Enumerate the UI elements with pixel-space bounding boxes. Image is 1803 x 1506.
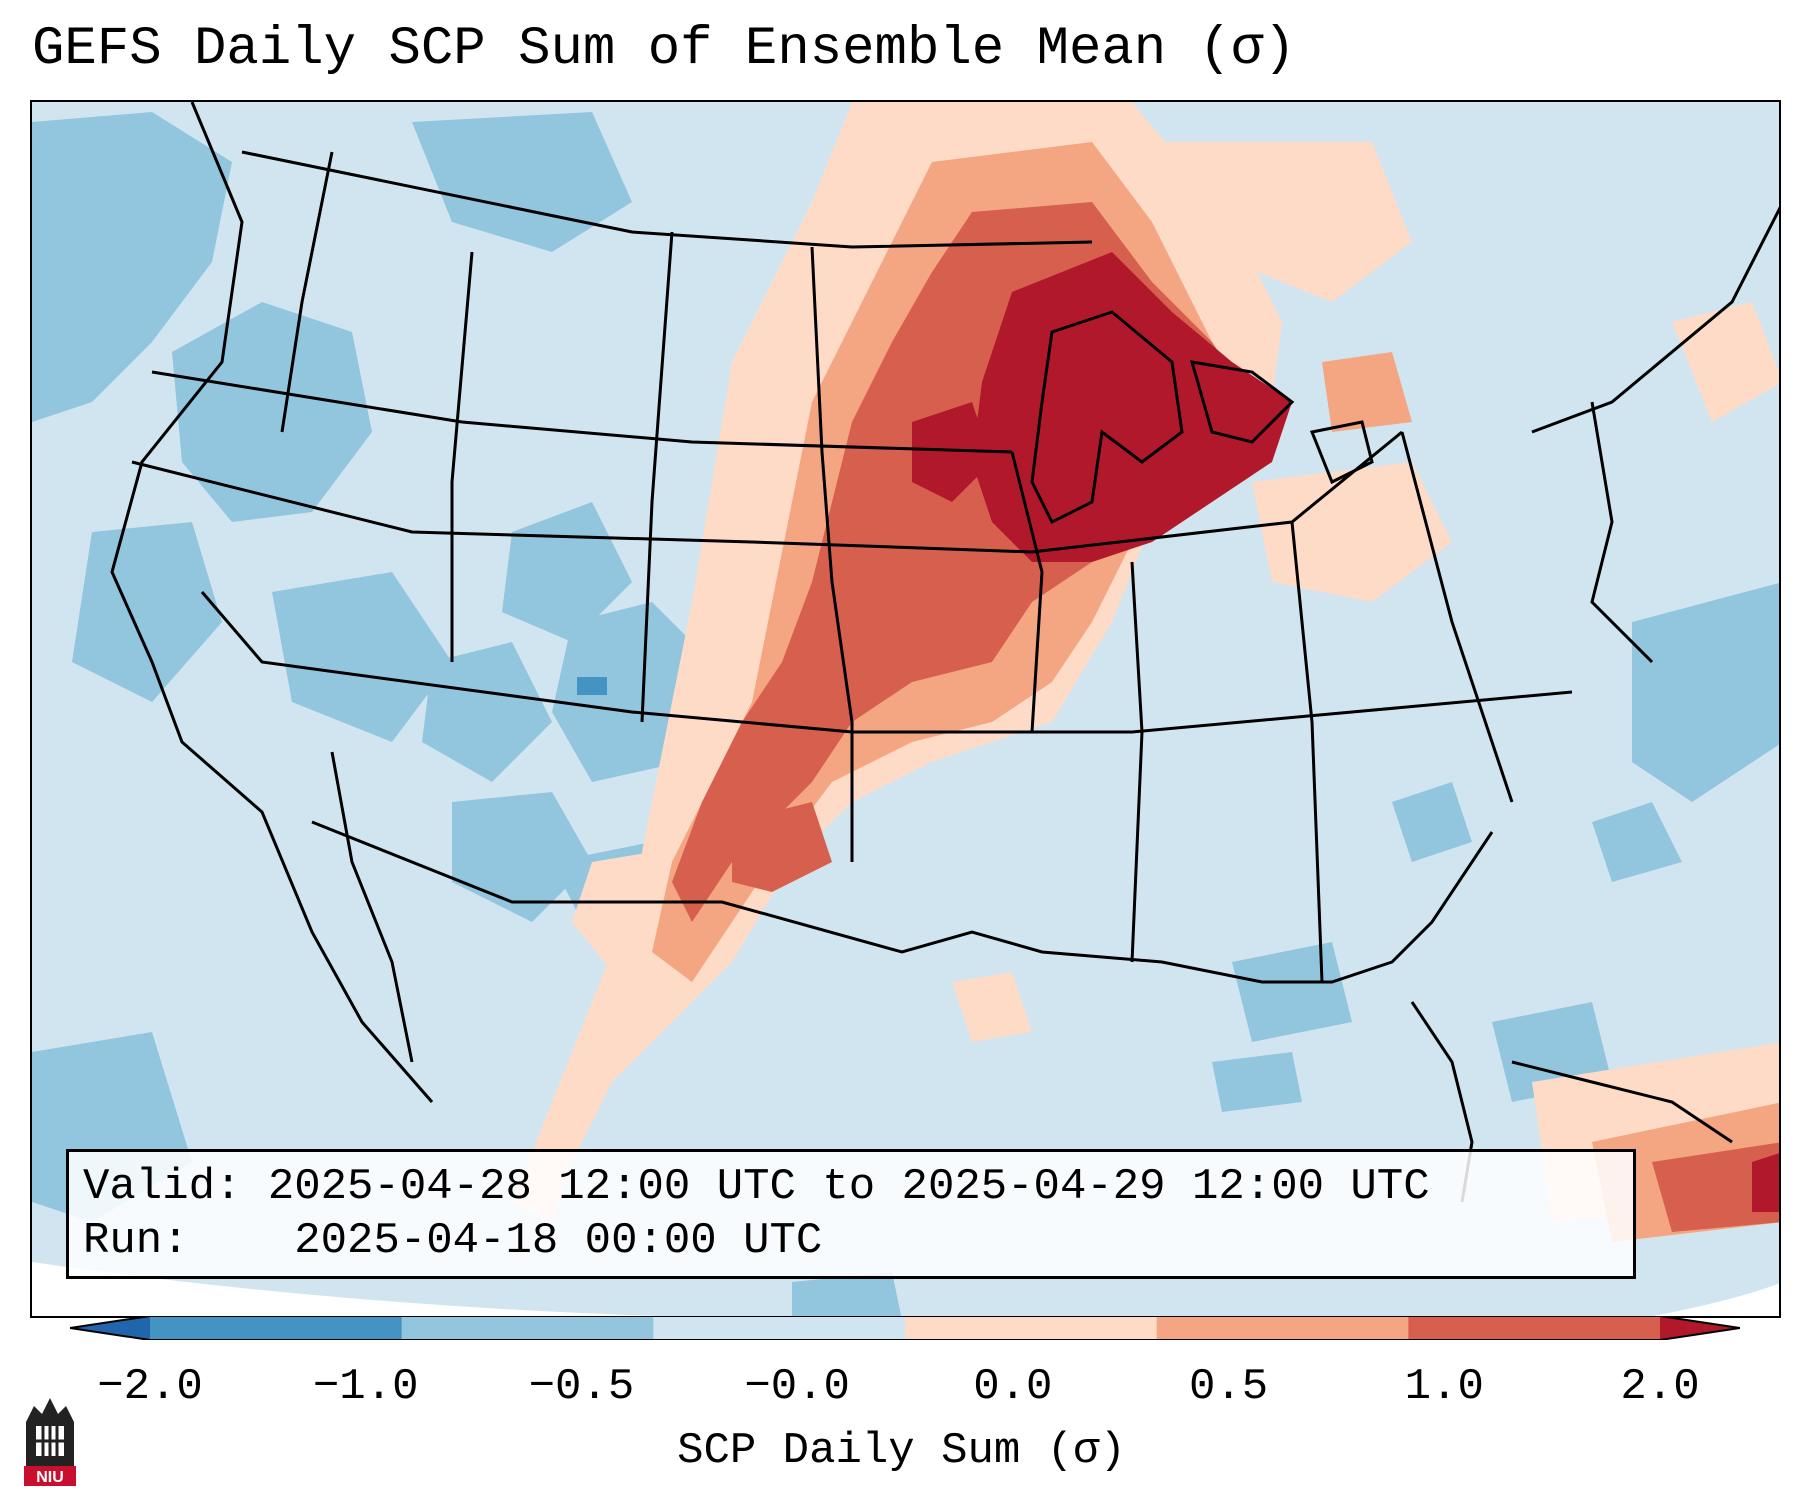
colorbar-label: SCP Daily Sum (σ) bbox=[677, 1426, 1126, 1476]
valid-time-text: Valid: 2025-04-28 12:00 UTC to 2025-04-2… bbox=[83, 1162, 1430, 1212]
map-panel bbox=[30, 100, 1781, 1318]
colorbar-tick-label: 1.0 bbox=[1404, 1362, 1484, 1412]
colorbar-bins bbox=[150, 1316, 1661, 1340]
colorbar-tick-label: 0.5 bbox=[1188, 1362, 1269, 1412]
map-title: GEFS Daily SCP Sum of Ensemble Mean (σ) bbox=[32, 19, 1296, 80]
validity-info-box: Valid: 2025-04-28 12:00 UTC to 2025-04-2… bbox=[66, 1149, 1636, 1279]
colorbar-tick-label: 2.0 bbox=[1620, 1362, 1700, 1412]
strong-negative-regions bbox=[577, 677, 607, 695]
run-time-text: Run: 2025-04-18 00:00 UTC bbox=[83, 1216, 823, 1266]
colorbar-tick-label: 0.0 bbox=[973, 1362, 1053, 1412]
colorbar-bin bbox=[1408, 1316, 1661, 1340]
scp-anomaly-map bbox=[32, 102, 1779, 1316]
colorbar-bin bbox=[401, 1316, 654, 1340]
extreme-positive-regions bbox=[912, 252, 1779, 1212]
colorbar-tick-label: −0.0 bbox=[744, 1362, 850, 1412]
boundary-lines bbox=[110, 102, 1779, 1203]
colorbar-bin bbox=[653, 1316, 906, 1340]
colorbar bbox=[70, 1316, 1740, 1340]
colorbar-underflow-arrow bbox=[70, 1316, 150, 1340]
colorbar-tick-label: −2.0 bbox=[97, 1362, 203, 1412]
colorbar-bin bbox=[905, 1316, 1158, 1340]
colorbar-overflow-arrow bbox=[1660, 1316, 1740, 1340]
colorbar-bin bbox=[150, 1316, 403, 1340]
niu-logo-icon: NIU bbox=[24, 1398, 76, 1486]
colorbar-bin bbox=[1156, 1316, 1409, 1340]
colorbar-tick-label: −1.0 bbox=[312, 1362, 419, 1412]
colorbar-tick-label: −0.5 bbox=[528, 1362, 635, 1412]
logo-text: NIU bbox=[36, 1469, 64, 1486]
